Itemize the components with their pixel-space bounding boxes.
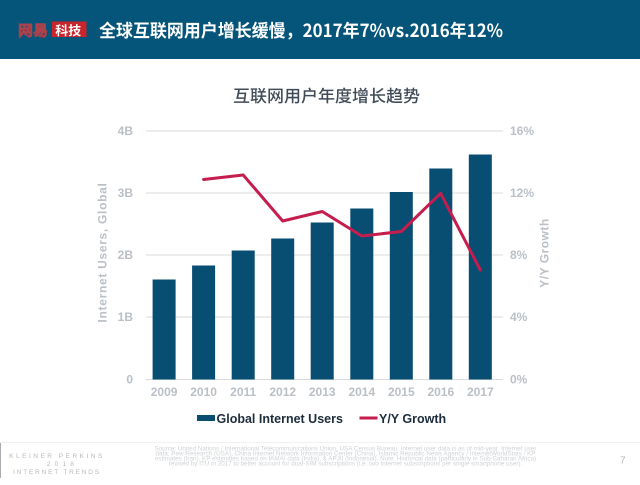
svg-text:2B: 2B [118, 248, 134, 262]
svg-text:2009: 2009 [151, 385, 178, 399]
svg-text:estimates (Iran). KP estimates: estimates (Iran). KP estimates based on … [155, 456, 536, 463]
svg-text:4B: 4B [118, 124, 134, 138]
svg-text:1B: 1B [118, 310, 134, 324]
svg-text:INTERNET TRENDS: INTERNET TRENDS [13, 469, 101, 476]
svg-text:2017: 2017 [467, 385, 494, 399]
svg-text:2011: 2011 [230, 385, 256, 399]
svg-text:2012: 2012 [269, 385, 296, 399]
svg-text:Y/Y Growth: Y/Y Growth [379, 412, 446, 426]
svg-text:2018: 2018 [47, 461, 78, 468]
svg-text:2014: 2014 [348, 385, 375, 399]
svg-text:Source: United Nations / Inter: Source: United Nations / International T… [154, 446, 536, 453]
svg-text:16%: 16% [510, 124, 534, 138]
svg-text:4%: 4% [510, 310, 528, 324]
svg-text:7: 7 [620, 456, 626, 467]
svg-text:revised by ITU in 2017 to bett: revised by ITU in 2017 to better account… [169, 461, 523, 468]
svg-text:KLEINER PERKINS: KLEINER PERKINS [9, 453, 105, 460]
svg-text:2015: 2015 [388, 385, 415, 399]
svg-text:Global Internet Users: Global Internet Users [217, 412, 343, 426]
svg-text:2013: 2013 [309, 385, 336, 399]
svg-text:0%: 0% [510, 373, 528, 387]
svg-text:Internet Users, Global: Internet Users, Global [96, 182, 110, 322]
svg-text:8%: 8% [510, 248, 528, 262]
svg-text:2010: 2010 [190, 385, 217, 399]
svg-text:3B: 3B [118, 186, 134, 200]
svg-text:Y/Y Growth: Y/Y Growth [538, 218, 552, 287]
svg-text:data: Pew Research (USA), Chin: data: Pew Research (USA), China Internet… [156, 451, 536, 458]
svg-text:2016: 2016 [427, 385, 454, 399]
svg-text:0: 0 [126, 373, 133, 387]
svg-text:12%: 12% [510, 186, 534, 200]
